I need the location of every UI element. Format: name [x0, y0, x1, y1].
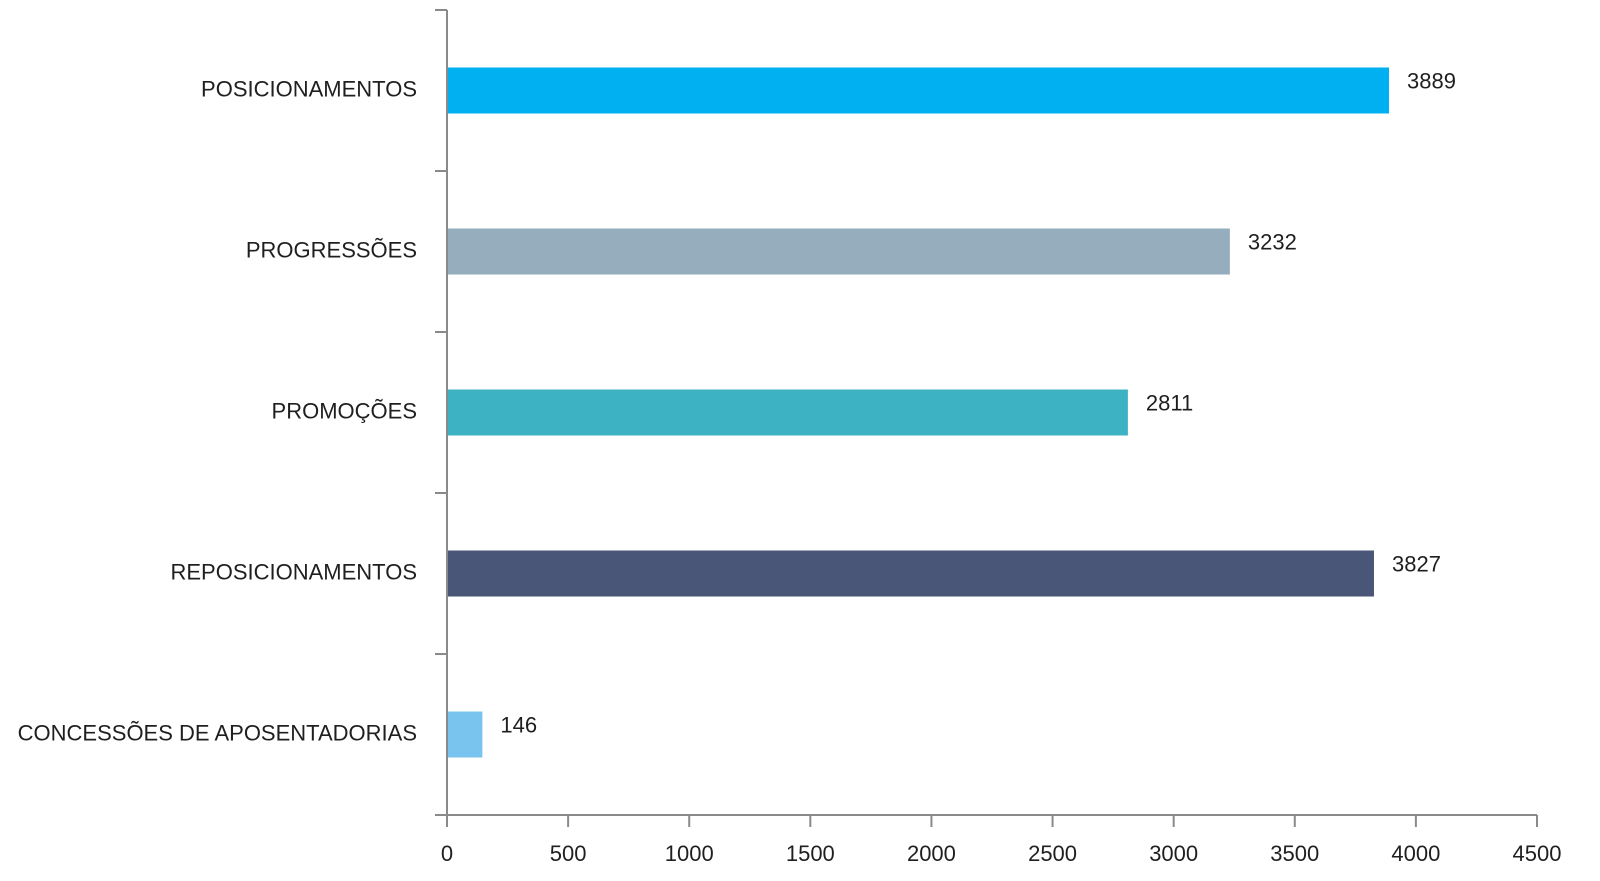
- data-label-reposicionamentos: 3827: [1392, 551, 1441, 576]
- data-label-progressoes: 3232: [1248, 229, 1297, 254]
- labels-group: POSICIONAMENTOS 3889 PROGRESSÕES 3232 PROMOÇ…: [18, 68, 1562, 866]
- axes-group: [435, 9, 1538, 827]
- bars-group: [448, 67, 1390, 758]
- bar-promocoes: [448, 389, 1128, 436]
- bar-progressoes: [448, 228, 1230, 275]
- category-label-posicionamentos: POSICIONAMENTOS: [201, 76, 417, 101]
- x-tick-label: 2500: [1028, 841, 1077, 866]
- x-tick-label: 4500: [1513, 841, 1562, 866]
- bar-posicionamentos: [448, 67, 1390, 114]
- category-label-promocoes: PROMOÇÕES: [272, 398, 417, 423]
- category-label-reposicionamentos: REPOSICIONAMENTOS: [170, 559, 417, 584]
- data-label-concessoes-de-aposentadorias: 146: [500, 712, 537, 737]
- bar-reposicionamentos: [448, 550, 1374, 597]
- category-label-progressoes: PROGRESSÕES: [246, 237, 417, 262]
- bar-concessoes-de-aposentadorias: [448, 711, 483, 758]
- data-label-posicionamentos: 3889: [1407, 68, 1456, 93]
- category-label-concessoes-de-aposentadorias: CONCESSÕES DE APOSENTADORIAS: [18, 720, 417, 745]
- x-tick-label: 0: [441, 841, 453, 866]
- x-tick-label: 3000: [1149, 841, 1198, 866]
- data-label-promocoes: 2811: [1146, 390, 1193, 415]
- x-tick-label: 3500: [1270, 841, 1319, 866]
- x-tick-label: 1500: [786, 841, 835, 866]
- x-tick-label: 1000: [665, 841, 714, 866]
- x-tick-label: 4000: [1391, 841, 1440, 866]
- x-tick-label: 500: [550, 841, 587, 866]
- x-tick-label: 2000: [907, 841, 956, 866]
